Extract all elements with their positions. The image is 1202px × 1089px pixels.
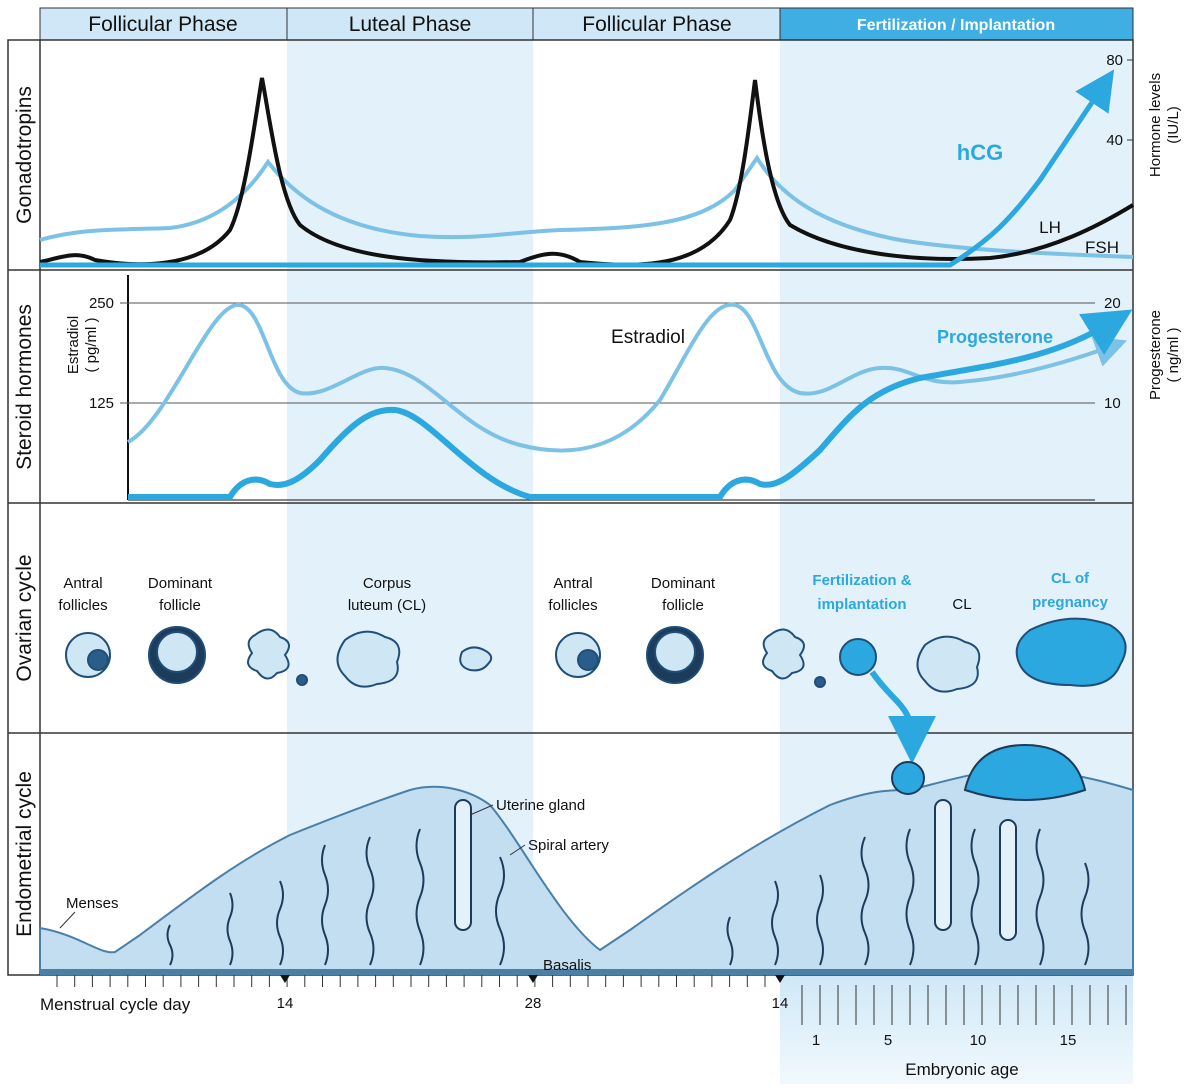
label-line: follicle xyxy=(662,597,704,614)
embryonic-tick: 1 xyxy=(812,1032,820,1049)
label-line: Antral xyxy=(553,575,592,592)
row-label: Steroid hormones xyxy=(13,304,36,470)
tick-label: 10 xyxy=(1104,395,1121,412)
ovarian-label: CL xyxy=(952,596,971,613)
label-line: Dominant xyxy=(651,575,716,592)
label-line: luteum (CL) xyxy=(348,597,426,614)
day-label: 28 xyxy=(525,995,542,1012)
label-line: follicle xyxy=(159,597,201,614)
phase: Follicular Phase xyxy=(582,13,731,36)
embryonic-tick: 15 xyxy=(1060,1032,1077,1049)
row-label: Gonadotropins xyxy=(13,86,36,224)
axis-label: Embryonic age xyxy=(905,1060,1018,1079)
embryonic-tick: 10 xyxy=(970,1032,987,1049)
axis-title: Progesterone( ng/ml ) xyxy=(1147,310,1182,400)
label-line: Fertilization & xyxy=(812,572,911,589)
tick-label: 20 xyxy=(1104,295,1121,312)
label-line: follicles xyxy=(548,597,597,614)
day-label: 14 xyxy=(277,995,294,1012)
phase: Follicular Phase xyxy=(88,13,237,36)
curve-label: LH xyxy=(1039,218,1061,237)
label-line: Dominant xyxy=(148,575,213,592)
axis-title-line: ( pg/ml ) xyxy=(83,317,100,372)
label-line: pregnancy xyxy=(1032,594,1109,611)
axis-title-line: (IU/L) xyxy=(1165,106,1182,144)
curve-label: hCG xyxy=(957,140,1003,165)
axis-title: Hormone levels(IU/L) xyxy=(1147,73,1182,177)
label-line: Antral xyxy=(63,575,102,592)
row-label: Ovarian cycle xyxy=(13,554,36,681)
label-line: Corpus xyxy=(363,575,411,592)
day-label: 14 xyxy=(772,995,789,1012)
tick-label: 125 xyxy=(89,395,114,412)
phase: Luteal Phase xyxy=(349,13,472,36)
phase: Fertilization / Implantation xyxy=(857,17,1055,34)
row-labels: Gonadotropins Steroid hormones Ovarian c… xyxy=(13,86,36,937)
curve-label: Progesterone xyxy=(937,327,1053,347)
endometrial-label: Spiral artery xyxy=(528,837,609,854)
embryonic-tick: 5 xyxy=(884,1032,892,1049)
axis-title-line: Hormone levels xyxy=(1147,73,1164,177)
label-line: CL xyxy=(952,596,971,613)
axis-title-line: Progesterone xyxy=(1147,310,1164,400)
axis-title-line: Estradiol xyxy=(65,316,82,374)
label-line: implantation xyxy=(817,596,906,613)
axis-title-line: ( ng/ml ) xyxy=(1165,327,1182,382)
endometrial-label: Menses xyxy=(66,895,119,912)
tick-label: 80 xyxy=(1106,52,1123,69)
tick-label: 40 xyxy=(1106,132,1123,149)
label-line: follicles xyxy=(58,597,107,614)
axis-label: Menstrual cycle day xyxy=(40,995,191,1014)
label-line: CL of xyxy=(1051,570,1090,587)
endometrial-label: Uterine gland xyxy=(496,797,585,814)
axis-title: Estradiol( pg/ml ) xyxy=(65,316,100,374)
curve-label: Estradiol xyxy=(611,327,685,348)
tick-label: 250 xyxy=(89,295,114,312)
curve-label: FSH xyxy=(1085,238,1119,257)
row-label: Endometrial cycle xyxy=(13,771,36,937)
endometrial-label: Basalis xyxy=(543,957,591,974)
diagram: Follicular Phase Luteal Phase Follicular… xyxy=(0,0,1202,1084)
